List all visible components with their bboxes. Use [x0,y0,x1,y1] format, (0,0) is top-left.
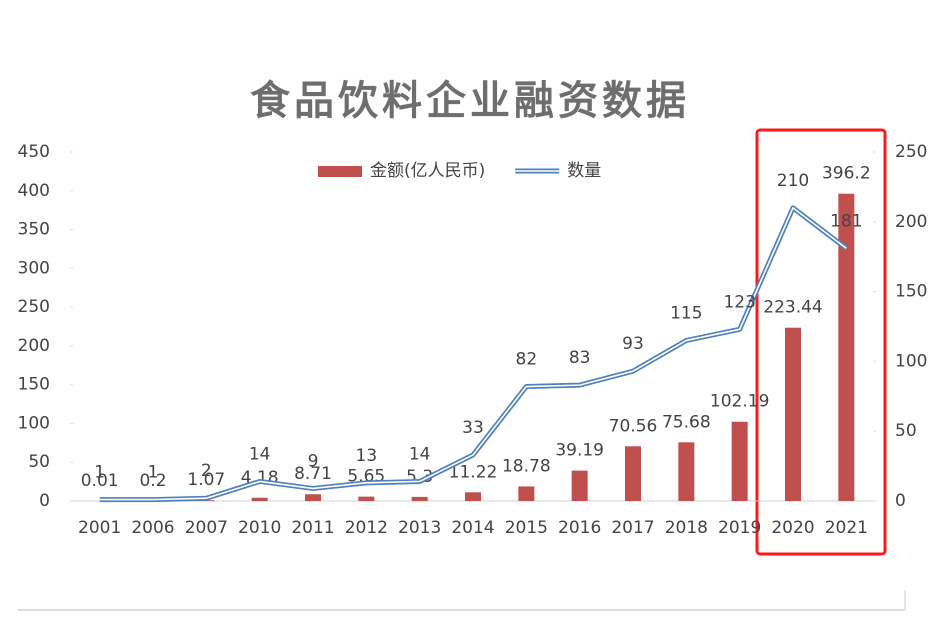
highlight-box [755,128,887,556]
x-tick-label: 2014 [451,518,494,538]
bar [731,421,748,501]
bar-value-label: 102.19 [710,392,769,412]
y-tick-label: 50 [28,452,50,472]
y-tick-label: 250 [18,297,50,317]
y-tick-label: 150 [18,375,50,395]
line-value-label: 1 [94,463,105,483]
bar-value-label: 75.68 [662,412,711,432]
legend-swatch [318,166,362,177]
bar [625,446,641,501]
x-tick-label: 2001 [78,518,121,538]
line-value-label: 2 [201,461,212,481]
bar [358,496,375,501]
bar-value-label: 1.07 [187,470,225,490]
line-value-label: 83 [569,348,591,368]
line-value-label: 181 [830,211,862,231]
x-tick-label: 2011 [291,518,334,538]
y2-tick-label: 150 [895,282,927,302]
x-tick-label: 2020 [771,518,814,538]
legend-label: 金额(亿人民币) [370,161,485,181]
x-tick-label: 2021 [825,518,868,538]
bar-value-label: 18.78 [502,456,551,476]
bar [465,492,481,501]
line-value-label: 115 [670,303,702,323]
y-tick-label: 100 [18,413,50,433]
line-value-label: 210 [777,171,809,191]
x-tick-label: 2017 [611,518,654,538]
legend-label: 数量 [567,161,601,181]
bar [678,442,695,501]
bar-value-label: 11.22 [449,462,498,482]
bar [571,470,588,501]
line-value-label: 13 [356,446,378,466]
y2-tick-label: 100 [895,351,927,371]
bar-value-label: 8.71 [294,464,332,484]
bar [518,486,535,501]
bar-value-label: 396.2 [822,164,871,184]
x-tick-label: 2006 [131,518,174,538]
x-tick-label: 2016 [558,518,601,538]
x-tick-label: 2007 [185,518,228,538]
chart-title: 食品饮料企业融资数据 [250,77,690,124]
y2-tick-label: 250 [895,142,927,162]
line-value-label: 123 [723,292,755,312]
x-tick-label: 2015 [505,518,548,538]
bar [411,496,428,501]
line-value-label: 9 [308,451,319,471]
line-value-label: 14 [249,444,271,464]
line-value-label: 93 [622,334,644,354]
y-tick-label: 450 [18,142,50,162]
y-tick-label: 350 [18,220,50,240]
x-tick-label: 2012 [345,518,388,538]
y-tick-label: 400 [18,181,50,201]
line-value-label: 1 [148,463,159,483]
x-tick-label: 2019 [718,518,761,538]
x-tick-label: 2010 [238,518,281,538]
y-tick-label: 0 [39,491,50,511]
bar [785,327,801,501]
bar-value-label: 0.2 [139,471,166,491]
bar-value-label: 70.56 [609,416,658,436]
y2-tick-label: 200 [895,212,927,232]
line-value-label: 14 [409,444,431,464]
line-inner [99,207,847,501]
bar [305,494,321,501]
x-tick-label: 2013 [398,518,441,538]
bar [251,497,268,501]
y-tick-label: 200 [18,336,50,356]
bar-value-label: 39.19 [555,441,604,461]
bar [838,193,855,501]
line-value-label: 82 [516,350,538,370]
bar-value-label: 0.01 [81,471,119,491]
y-tick-label: 300 [18,258,50,278]
bar-value-label: 223.44 [763,298,822,318]
y2-tick-label: 0 [895,491,906,511]
x-tick-label: 2018 [665,518,708,538]
y2-tick-label: 50 [895,421,917,441]
line-value-label: 33 [462,418,484,438]
